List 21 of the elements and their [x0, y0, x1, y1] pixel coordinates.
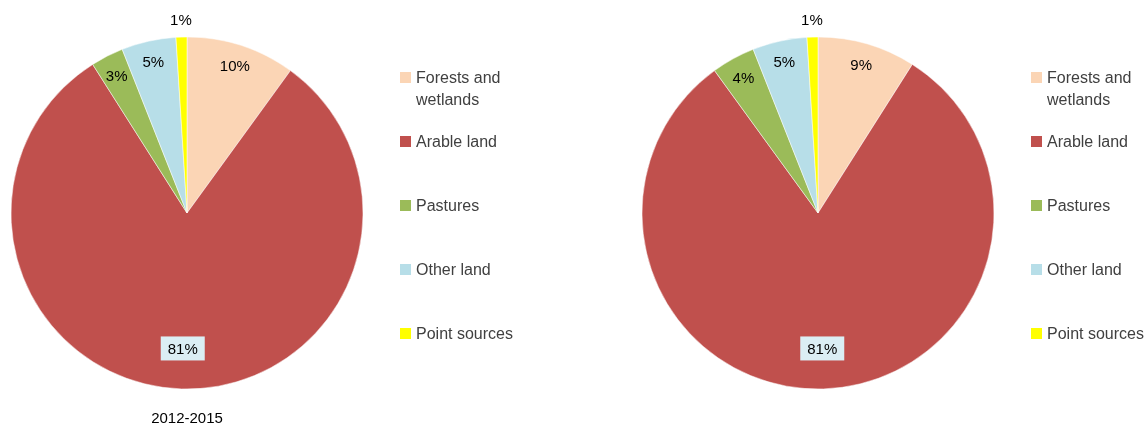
- legend-label: Forests and wetlands: [1046, 68, 1132, 108]
- data-label: 5%: [142, 53, 165, 71]
- legend-label: Arable land: [1047, 132, 1128, 150]
- legend-label: Pastures: [416, 196, 480, 214]
- data-label: 81%: [807, 339, 838, 357]
- legend-label: Other land: [416, 260, 491, 278]
- legend-label: Point sources: [1047, 324, 1144, 342]
- data-label: 3%: [105, 66, 128, 84]
- legend-label: Other land: [1047, 260, 1122, 278]
- data-label: 5%: [773, 53, 796, 71]
- data-label: 9%: [850, 55, 873, 73]
- data-label: 1%: [801, 11, 823, 28]
- data-label: 1%: [170, 11, 192, 28]
- data-label: 4%: [732, 68, 755, 86]
- data-label: 81%: [167, 339, 198, 357]
- legend-label: Forests and wetlands: [415, 68, 501, 108]
- legend-label: Pastures: [1047, 196, 1111, 214]
- data-label: 10%: [219, 57, 250, 75]
- legend-label: Point sources: [416, 324, 513, 342]
- legend-label: Arable land: [416, 132, 497, 150]
- text: 2012-2015: [151, 409, 223, 426]
